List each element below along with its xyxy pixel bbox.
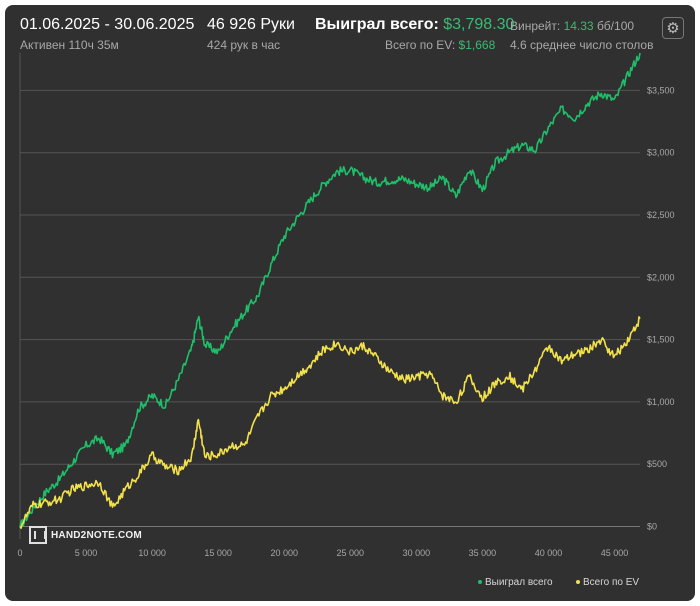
winrate-value: 14.33 — [563, 19, 594, 33]
hands-count: 46 926 Руки — [207, 16, 295, 33]
active-time: Активен 110ч 35м — [20, 38, 119, 52]
graph-panel: 01.06.2025 - 30.06.2025 Активен 110ч 35м… — [5, 5, 695, 601]
y-tick-label: $0 — [647, 522, 657, 532]
series-layer — [19, 52, 641, 529]
x-tick-label: 5 000 — [75, 548, 98, 558]
hand2note-logo: HAND2NOTE.COM — [29, 524, 142, 546]
logo-text: HAND2NOTE.COM — [51, 529, 142, 541]
ev-total-value: $1,668 — [458, 38, 496, 52]
legend-dot-won — [478, 580, 482, 585]
y-tick-label: $2,000 — [647, 272, 675, 282]
y-tick-label: $2,500 — [647, 210, 675, 220]
won-total: Выиграл всего: $3,798.30 — [315, 16, 514, 34]
legend-dot-ev — [576, 580, 580, 585]
hands-per-hour: 424 рук в час — [207, 38, 281, 52]
series-line-ev — [19, 316, 641, 529]
y-tick-label: $3,000 — [647, 148, 675, 158]
ev-total-label: Всего по EV: — [385, 38, 456, 52]
winrate-unit: бб/100 — [596, 19, 635, 33]
x-tick-label: 25 000 — [337, 548, 365, 558]
grid-lines — [19, 53, 640, 539]
legend-item-won[interactable]: Выиграл всего — [478, 577, 553, 588]
legend-label-won: Выиграл всего — [485, 577, 553, 588]
x-tick-label: 40 000 — [535, 548, 563, 558]
x-axis: 0 5 000 10 000 15 000 20 000 25 000 30 000 35 0… — [17, 548, 628, 558]
date-range: 01.06.2025 - 30.06.2025 — [20, 16, 195, 33]
y-axis: $0 $500 $1,000 $1,500 $2,000 $2,500 $3,000 $3,5… — [647, 85, 675, 531]
winrate-label: Винрейт: — [510, 19, 561, 33]
y-tick-label: $1,500 — [647, 335, 675, 345]
x-tick-label: 10 000 — [138, 548, 166, 558]
x-tick-label: 30 000 — [403, 548, 431, 558]
winrate: Винрейт: 14.33 бб/100 — [510, 19, 634, 33]
y-tick-label: $1,000 — [647, 397, 675, 407]
profit-chart: $0 $500 $1,000 $1,500 $2,000 $2,500 $3,000 $3,5… — [17, 52, 675, 558]
legend-item-ev[interactable]: Всего по EV — [576, 577, 639, 588]
x-tick-label: 20 000 — [270, 548, 298, 558]
ev-total: Всего по EV: $1,668 — [385, 38, 495, 52]
hand2note-logo-icon — [29, 526, 47, 544]
x-tick-label: 0 — [17, 548, 22, 558]
won-total-label: Выиграл всего: — [315, 16, 439, 33]
won-total-value: $3,798.30 — [443, 16, 515, 33]
legend-label-ev: Всего по EV — [583, 577, 640, 588]
y-tick-label: $500 — [647, 459, 667, 469]
x-tick-label: 35 000 — [469, 548, 497, 558]
avg-tables: 4.6 среднее число столов — [510, 38, 654, 52]
series-line-won — [19, 52, 641, 527]
x-tick-label: 45 000 — [601, 548, 629, 558]
gear-icon[interactable]: ⚙ — [662, 17, 684, 39]
x-tick-label: 15 000 — [204, 548, 232, 558]
y-tick-label: $3,500 — [647, 85, 675, 95]
